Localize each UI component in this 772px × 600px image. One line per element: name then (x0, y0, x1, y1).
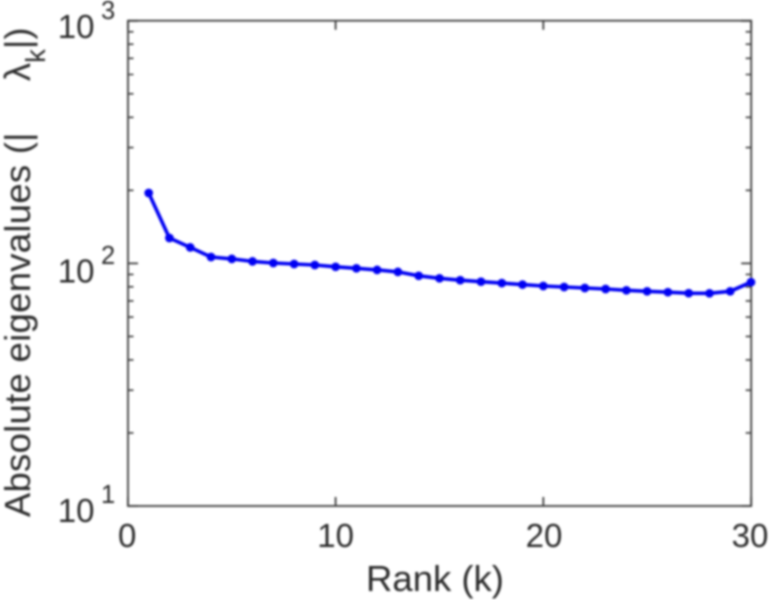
svg-text:10: 10 (58, 492, 95, 529)
svg-text:1: 1 (101, 481, 115, 509)
svg-text:0: 0 (118, 517, 136, 554)
svg-text:Absolute eigenvalues (|λk|): Absolute eigenvalues (|λk|) (0, 27, 51, 517)
svg-text:20: 20 (526, 517, 563, 554)
svg-text:Rank (k): Rank (k) (366, 558, 504, 599)
svg-text:30: 30 (732, 517, 769, 554)
svg-text:10: 10 (58, 8, 95, 45)
svg-text:10: 10 (317, 517, 354, 554)
svg-text:10: 10 (58, 253, 95, 290)
svg-text:3: 3 (101, 0, 115, 25)
svg-text:2: 2 (101, 242, 115, 270)
